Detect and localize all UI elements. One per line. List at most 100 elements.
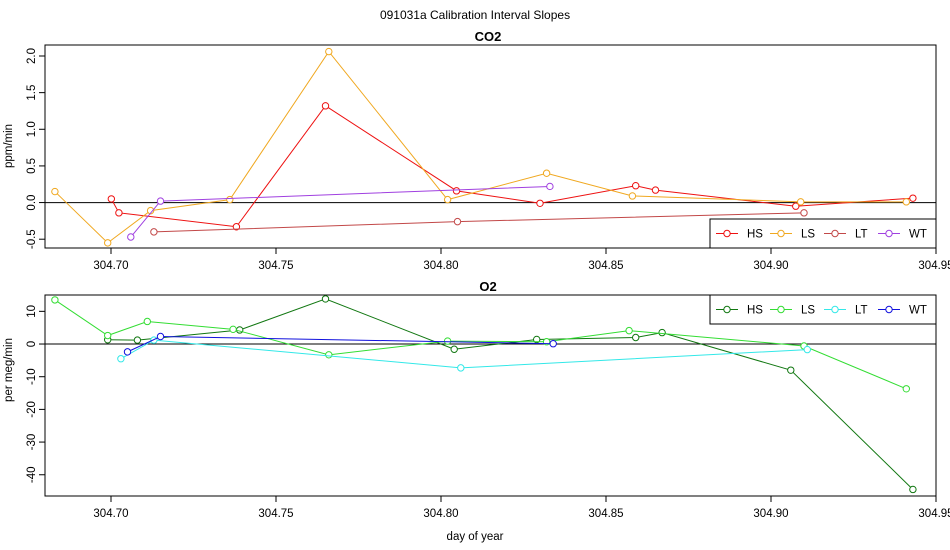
o2-series-ls-point — [325, 351, 333, 359]
co2-legend-wt-swatch-marker — [885, 229, 893, 238]
co2-x-tick-label: 304.70 — [93, 260, 128, 272]
co2-series-hs-point — [536, 199, 544, 207]
o2-x-tick-label: 304.90 — [753, 508, 788, 520]
co2-x-tick-label: 304.90 — [753, 260, 788, 272]
o2-series-hs-point — [787, 366, 795, 374]
co2-series-ls-point — [797, 198, 805, 206]
o2-x-tick-label: 304.80 — [423, 508, 458, 520]
o2-series-hs-point — [133, 336, 142, 344]
o2-y-tick-label: -30 — [26, 434, 38, 451]
co2-y-axis-label: ppm/min — [3, 124, 15, 168]
co2-panel-title: CO2 — [475, 29, 502, 44]
co2-x-tick-label: 304.75 — [258, 260, 293, 272]
o2-y-axis-label: per meg/min — [3, 338, 15, 402]
co2-series-hs-point — [107, 195, 116, 203]
o2-legend-ls-swatch-marker — [777, 305, 785, 314]
o2-y-tick-label: -10 — [26, 368, 38, 385]
figure-title: 091031a Calibration Interval Slopes — [380, 8, 570, 22]
o2-series-hs-point — [321, 295, 330, 303]
co2-series-hs-point — [452, 187, 461, 195]
co2-series-wt-point — [156, 197, 165, 205]
co2-series-ls-point — [902, 198, 910, 206]
co2-series-hs-point — [632, 182, 640, 190]
o2-legend-ls-label: LS — [801, 305, 815, 317]
co2-series-wt-line — [130, 185, 550, 238]
co2-y-tick-label: 0.0 — [26, 195, 38, 211]
o2-legend-wt-label: WT — [909, 305, 927, 317]
o2-legend-hs-swatch-marker — [723, 305, 731, 314]
o2-series-wt-point — [123, 348, 132, 356]
co2-legend-wt-label: WT — [909, 229, 927, 241]
co2-legend-lt-swatch-marker — [831, 229, 839, 238]
x-axis-label: day of year — [447, 531, 504, 543]
o2-series-ls-point — [625, 326, 633, 335]
co2-series-ls-point — [542, 169, 551, 177]
o2-series-hs-point — [658, 328, 666, 337]
o2-series-ls-line — [54, 299, 907, 390]
o2-series-lt-point — [803, 345, 811, 354]
co2-series-wt-point — [546, 182, 554, 191]
co2-series-hs-point — [909, 194, 917, 202]
co2-legend-ls-swatch-marker — [777, 229, 785, 238]
co2-series-ls-point — [443, 195, 452, 204]
o2-series-lt-point — [117, 355, 125, 363]
co2-y-tick-label: 1.5 — [26, 85, 38, 101]
o2-series-ls-point — [229, 325, 237, 334]
o2-series-ls-point — [902, 385, 910, 393]
co2-series-hs-point — [321, 102, 330, 110]
o2-panel-title: O2 — [479, 279, 496, 294]
o2-series-ls-point — [51, 296, 59, 304]
o2-x-tick-label: 304.85 — [588, 508, 623, 520]
o2-y-tick-label: 10 — [26, 305, 38, 318]
co2-y-tick-label: 1.0 — [26, 121, 38, 137]
o2-x-tick-label: 304.75 — [258, 508, 293, 520]
co2-y-tick-label: 2.0 — [26, 48, 38, 64]
o2-series-hs-point — [909, 485, 917, 494]
o2-series-lt-point — [457, 364, 465, 372]
o2-series-lt-line — [120, 339, 808, 369]
o2-legend: HS LS LT WT — [709, 294, 937, 325]
o2-series-ls-point — [443, 337, 452, 345]
o2-x-tick-label: 304.70 — [93, 508, 128, 520]
co2-legend-ls-label: LS — [801, 229, 815, 241]
o2-series-hs-point — [450, 345, 458, 353]
o2-legend-wt-swatch-marker — [885, 305, 893, 314]
o2-series-wt-point — [549, 339, 557, 348]
co2-y-tick-label: -0.5 — [26, 229, 38, 249]
co2-legend: HS LS LT WT — [709, 218, 937, 249]
co2-x-tick-label: 304.80 — [423, 260, 458, 272]
co2-series-lt-point — [453, 217, 462, 226]
co2-series-ls-point — [325, 47, 333, 56]
o2-legend-hs-label: HS — [747, 305, 763, 317]
o2-series-ls-point — [104, 331, 112, 340]
o2-legend-box — [709, 294, 937, 325]
co2-panel: CO2 ppm/min 304.70 304.75 304.80 304.85 304.… — [3, 29, 950, 272]
co2-series-hs-point — [115, 209, 123, 217]
co2-series-hs-line — [110, 105, 913, 228]
co2-series-ls-point — [51, 187, 59, 196]
co2-series-hs-point — [792, 202, 800, 210]
co2-legend-hs-swatch-marker — [723, 229, 731, 238]
o2-series-wt-point — [156, 332, 165, 341]
co2-y-tick-label: 0.5 — [26, 158, 38, 174]
o2-series-hs-point — [533, 335, 541, 344]
o2-series-ls-point — [143, 317, 152, 326]
co2-legend-box — [709, 218, 937, 249]
co2-legend-hs-label: HS — [747, 229, 763, 241]
o2-series-hs-line — [107, 298, 914, 490]
co2-series-ls-line — [54, 50, 907, 244]
co2-series-ls-point — [226, 195, 234, 204]
co2-series-ls-point — [628, 192, 637, 200]
co2-x-tick-label: 304.95 — [918, 260, 950, 272]
o2-legend-lt-swatch-marker — [831, 305, 839, 314]
o2-panel: O2 per meg/min day of year 304.70 304.75 3… — [3, 279, 950, 543]
o2-y-tick-label: 0 — [26, 341, 38, 347]
co2-series-lt-point — [800, 209, 808, 217]
co2-series-hs-point — [232, 223, 241, 231]
o2-y-tick-label: -40 — [26, 466, 38, 483]
o2-x-tick-label: 304.95 — [918, 508, 950, 520]
co2-series-ls-point — [104, 239, 112, 247]
o2-y-tick-label: -20 — [26, 401, 38, 418]
co2-legend-lt-label: LT — [855, 229, 868, 241]
